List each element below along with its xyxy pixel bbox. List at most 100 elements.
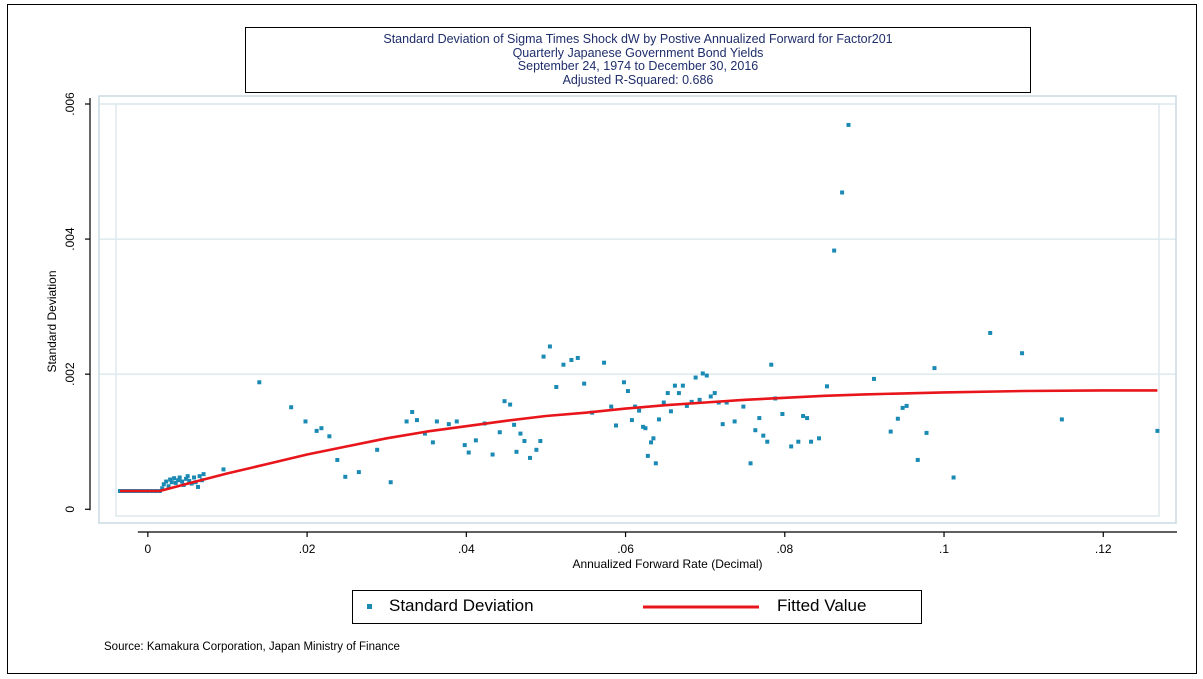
data-point-54 xyxy=(466,450,471,455)
data-point-33 xyxy=(221,467,226,472)
data-point-133 xyxy=(915,457,920,462)
data-point-57 xyxy=(490,452,495,457)
data-point-114 xyxy=(765,439,770,444)
data-point-87 xyxy=(649,440,654,445)
data-point-29 xyxy=(196,484,201,489)
y-tick-label-1: .002 xyxy=(63,362,77,386)
x-tick-label-1: .02 xyxy=(299,542,316,556)
x-tick-label-0: 0 xyxy=(145,542,152,556)
data-point-86 xyxy=(645,453,650,458)
chart-title-box: Standard Deviation of Sigma Times Shock … xyxy=(245,27,1031,93)
data-point-128 xyxy=(871,376,876,381)
data-point-104 xyxy=(712,391,717,396)
data-point-74 xyxy=(582,381,587,386)
legend-label-fit: Fitted Value xyxy=(777,596,867,615)
data-point-96 xyxy=(680,383,685,388)
data-point-41 xyxy=(343,474,348,479)
data-point-139 xyxy=(1059,417,1064,422)
data-point-67 xyxy=(538,439,543,444)
data-point-99 xyxy=(693,375,698,380)
data-point-62 xyxy=(514,449,519,454)
data-point-12 xyxy=(161,482,166,487)
data-point-47 xyxy=(414,418,419,423)
axes-layer: 0 .002 .004 .006 0 .02 .04 .06 .08 .1 .12 xyxy=(63,92,1177,556)
chart-title-line-1: Standard Deviation of Sigma Times Shock … xyxy=(383,32,893,46)
data-point-27 xyxy=(192,475,197,480)
data-point-80 xyxy=(625,389,630,394)
y-axis-title: Standard Deviation xyxy=(45,270,59,372)
data-point-118 xyxy=(789,444,794,449)
data-point-36 xyxy=(303,419,308,424)
data-point-106 xyxy=(720,422,725,427)
data-point-42 xyxy=(356,470,361,475)
data-point-136 xyxy=(951,475,956,480)
data-point-55 xyxy=(473,438,478,443)
data-point-78 xyxy=(614,423,619,428)
data-point-46 xyxy=(410,409,415,414)
data-point-88 xyxy=(651,436,656,441)
x-axis-title: Annualized Forward Rate (Decimal) xyxy=(572,557,762,571)
data-point-130 xyxy=(895,416,900,421)
data-point-72 xyxy=(569,357,574,362)
data-point-20 xyxy=(177,475,182,480)
data-point-131 xyxy=(900,405,905,410)
data-point-13 xyxy=(164,479,169,484)
data-point-138 xyxy=(1020,351,1025,356)
data-point-45 xyxy=(404,419,409,424)
data-point-117 xyxy=(780,412,785,417)
data-point-134 xyxy=(924,430,929,435)
data-point-123 xyxy=(817,436,822,441)
data-point-120 xyxy=(801,414,806,419)
data-point-58 xyxy=(497,430,502,435)
data-point-43 xyxy=(375,447,380,452)
data-point-64 xyxy=(522,439,527,444)
data-point-38 xyxy=(319,426,324,431)
data-point-115 xyxy=(769,362,774,367)
data-point-25 xyxy=(187,478,192,483)
data-point-124 xyxy=(824,384,829,389)
data-point-127 xyxy=(846,122,851,127)
data-point-77 xyxy=(609,404,614,409)
data-point-11 xyxy=(160,486,165,491)
data-point-23 xyxy=(184,476,189,481)
data-point-69 xyxy=(547,344,552,349)
data-point-48 xyxy=(422,431,427,436)
data-point-60 xyxy=(508,402,513,407)
data-point-16 xyxy=(169,480,174,485)
data-point-113 xyxy=(761,433,766,438)
data-point-39 xyxy=(327,434,332,439)
data-point-18 xyxy=(173,480,178,485)
legend-label-points: Standard Deviation xyxy=(389,596,534,615)
fit-layer xyxy=(120,389,1158,493)
data-point-94 xyxy=(672,383,677,388)
y-tick-label-2: .004 xyxy=(63,227,77,251)
data-point-63 xyxy=(518,431,523,436)
chart-title-line-4: Adjusted R-Squared: 0.686 xyxy=(562,72,714,87)
data-point-35 xyxy=(289,405,294,410)
data-point-119 xyxy=(796,439,801,444)
data-point-100 xyxy=(697,397,702,402)
x-tick-label-4: .08 xyxy=(776,542,793,556)
data-point-59 xyxy=(502,399,507,404)
data-point-125 xyxy=(832,248,837,253)
data-point-107 xyxy=(724,400,729,405)
data-point-93 xyxy=(668,409,673,414)
data-point-95 xyxy=(676,391,681,396)
data-point-97 xyxy=(684,403,689,408)
data-point-66 xyxy=(534,447,539,452)
data-point-103 xyxy=(708,394,713,399)
data-point-49 xyxy=(430,440,435,445)
data-point-65 xyxy=(528,455,533,460)
data-point-135 xyxy=(932,366,937,371)
data-point-79 xyxy=(621,380,626,385)
x-tick-label-6: .12 xyxy=(1095,542,1112,556)
y-tick-label-0: 0 xyxy=(63,506,77,513)
data-point-109 xyxy=(741,404,746,409)
data-point-21 xyxy=(180,479,185,484)
data-point-17 xyxy=(172,476,177,481)
data-point-50 xyxy=(434,419,439,424)
data-point-40 xyxy=(335,457,340,462)
data-point-32 xyxy=(201,472,206,477)
data-point-0 xyxy=(117,489,122,494)
data-point-83 xyxy=(637,408,642,413)
